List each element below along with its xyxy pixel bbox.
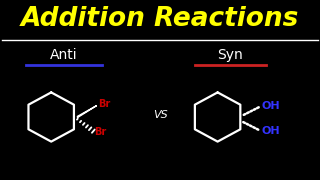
Text: Anti: Anti — [50, 48, 78, 62]
Text: Br: Br — [98, 99, 110, 109]
Text: OH: OH — [261, 126, 280, 136]
Text: OH: OH — [262, 101, 280, 111]
Polygon shape — [77, 106, 97, 118]
Text: VS: VS — [153, 111, 167, 120]
Text: Syn: Syn — [218, 48, 243, 62]
Text: Br: Br — [95, 127, 107, 137]
Text: Addition Reactions: Addition Reactions — [21, 6, 299, 32]
